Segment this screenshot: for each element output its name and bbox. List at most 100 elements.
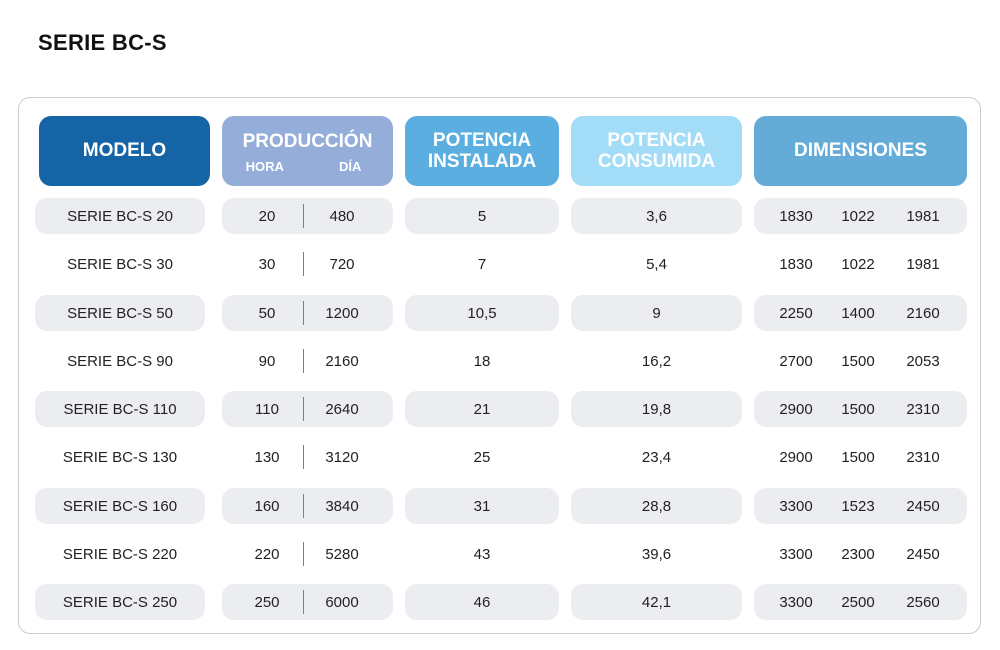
cell-produccion-hora: 20 bbox=[258, 207, 276, 225]
cell-dimension-2: 2300 bbox=[841, 545, 875, 563]
cell-modelo: SERIE BC-S 50 bbox=[35, 295, 205, 331]
table-row: SERIE BC-S 90 90 2160 18 16,2 2700 1500 2053 bbox=[0, 343, 1000, 379]
cell-potencia-instalada: 5 bbox=[405, 198, 559, 234]
cell-modelo: SERIE BC-S 30 bbox=[67, 255, 173, 273]
table-card bbox=[18, 97, 981, 634]
cell-dimension-2: 1500 bbox=[841, 400, 875, 418]
cell-potencia-instalada: 25 bbox=[473, 448, 491, 466]
cell-produccion-hora: 160 bbox=[254, 497, 280, 515]
cell-dimensiones: 2250 1400 2160 bbox=[754, 295, 967, 331]
header-potencia-instalada-line1: POTENCIA bbox=[432, 130, 532, 151]
cell-produccion-dia: 2640 bbox=[325, 400, 359, 418]
cell-modelo: SERIE BC-S 220 bbox=[62, 545, 178, 563]
cell-produccion: 20 480 bbox=[222, 198, 393, 234]
header-produccion: PRODUCCIÓN HORA DÍA bbox=[222, 116, 393, 186]
cell-potencia-instalada: 21 bbox=[405, 391, 559, 427]
cell-dimension-1: 3300 bbox=[779, 497, 813, 515]
table-row: SERIE BC-S 220 220 5280 43 39,6 3300 2300 2450 bbox=[0, 536, 1000, 572]
cell-dimension-2: 1400 bbox=[841, 304, 875, 322]
cell-produccion-dia: 480 bbox=[329, 207, 355, 225]
cell-dimension-2: 1022 bbox=[841, 255, 875, 273]
cell-produccion: 220 5280 bbox=[222, 536, 393, 572]
cell-produccion-hora: 30 bbox=[258, 255, 276, 273]
cell-potencia-consumida: 42,1 bbox=[571, 584, 742, 620]
cell-dimensiones: 2900 1500 2310 bbox=[754, 391, 967, 427]
column-divider bbox=[303, 542, 304, 566]
header-potencia-consumida: POTENCIA CONSUMIDA bbox=[571, 116, 742, 186]
cell-produccion: 130 3120 bbox=[222, 439, 393, 475]
cell-dimension-1: 2250 bbox=[779, 304, 813, 322]
cell-potencia-instalada: 18 bbox=[473, 352, 491, 370]
cell-potencia-instalada: 7 bbox=[477, 255, 487, 273]
table-row: SERIE BC-S 130 130 3120 25 23,4 2900 1500 2310 bbox=[0, 439, 1000, 475]
cell-dimension-2: 1022 bbox=[841, 207, 875, 225]
cell-dimensiones: 1830 1022 1981 bbox=[754, 198, 967, 234]
cell-produccion-dia: 1200 bbox=[325, 304, 359, 322]
cell-dimensiones: 3300 2300 2450 bbox=[754, 536, 967, 572]
cell-dimensiones: 3300 1523 2450 bbox=[754, 488, 967, 524]
cell-modelo: SERIE BC-S 20 bbox=[35, 198, 205, 234]
cell-produccion-hora: 220 bbox=[254, 545, 280, 563]
table-row: SERIE BC-S 110 110 2640 21 19,8 2900 1500 2310 bbox=[0, 391, 1000, 427]
column-divider bbox=[303, 494, 304, 518]
cell-dimension-2: 1523 bbox=[841, 497, 875, 515]
cell-modelo: SERIE BC-S 130 bbox=[62, 448, 178, 466]
header-dia: DÍA bbox=[339, 158, 362, 174]
cell-potencia-consumida: 5,4 bbox=[646, 255, 667, 273]
header-modelo: MODELO bbox=[39, 116, 210, 186]
cell-produccion-dia: 3840 bbox=[325, 497, 359, 515]
cell-produccion-hora: 250 bbox=[254, 593, 280, 611]
cell-modelo: SERIE BC-S 250 bbox=[35, 584, 205, 620]
cell-dimension-1: 3300 bbox=[779, 593, 813, 611]
cell-produccion-hora: 130 bbox=[254, 448, 280, 466]
header-potencia-consumida-line2: CONSUMIDA bbox=[597, 151, 716, 172]
column-divider bbox=[303, 301, 304, 325]
cell-potencia-instalada: 43 bbox=[473, 545, 491, 563]
cell-produccion-hora: 50 bbox=[258, 304, 276, 322]
cell-dimension-3: 1981 bbox=[906, 255, 940, 273]
header-dimensiones: DIMENSIONES bbox=[754, 116, 967, 186]
cell-produccion-dia: 2160 bbox=[325, 352, 359, 370]
cell-dimension-3: 2450 bbox=[906, 497, 940, 515]
cell-produccion: 90 2160 bbox=[222, 343, 393, 379]
cell-dimension-2: 1500 bbox=[841, 448, 875, 466]
cell-dimension-3: 2560 bbox=[906, 593, 940, 611]
cell-dimension-1: 1830 bbox=[779, 255, 813, 273]
cell-produccion-dia: 6000 bbox=[325, 593, 359, 611]
cell-potencia-consumida: 9 bbox=[571, 295, 742, 331]
cell-produccion: 110 2640 bbox=[222, 391, 393, 427]
cell-produccion: 30 720 bbox=[222, 246, 393, 282]
column-divider bbox=[303, 252, 304, 276]
cell-dimension-3: 2053 bbox=[906, 352, 940, 370]
column-divider bbox=[303, 349, 304, 373]
cell-dimension-1: 3300 bbox=[779, 545, 813, 563]
cell-potencia-instalada: 31 bbox=[405, 488, 559, 524]
column-divider bbox=[303, 445, 304, 469]
header-produccion-subs: HORA DÍA bbox=[222, 159, 393, 174]
table-row: SERIE BC-S 250 250 6000 46 42,1 3300 2500 2560 bbox=[0, 584, 1000, 620]
cell-modelo: SERIE BC-S 90 bbox=[67, 352, 173, 370]
table-row: SERIE BC-S 160 160 3840 31 28,8 3300 1523 2450 bbox=[0, 488, 1000, 524]
cell-dimension-3: 2310 bbox=[906, 400, 940, 418]
cell-dimensiones: 3300 2500 2560 bbox=[754, 584, 967, 620]
cell-produccion-hora: 90 bbox=[258, 352, 276, 370]
cell-potencia-consumida: 28,8 bbox=[571, 488, 742, 524]
cell-dimension-1: 1830 bbox=[779, 207, 813, 225]
cell-produccion: 250 6000 bbox=[222, 584, 393, 620]
column-divider bbox=[303, 397, 304, 421]
cell-produccion: 160 3840 bbox=[222, 488, 393, 524]
cell-produccion: 50 1200 bbox=[222, 295, 393, 331]
cell-dimension-3: 2450 bbox=[906, 545, 940, 563]
cell-dimensiones: 1830 1022 1981 bbox=[754, 246, 967, 282]
cell-produccion-dia: 3120 bbox=[325, 448, 359, 466]
cell-potencia-consumida: 19,8 bbox=[571, 391, 742, 427]
cell-produccion-dia: 720 bbox=[329, 255, 355, 273]
column-divider bbox=[303, 590, 304, 614]
cell-potencia-consumida: 16,2 bbox=[641, 352, 672, 370]
cell-potencia-consumida: 3,6 bbox=[571, 198, 742, 234]
cell-potencia-instalada: 10,5 bbox=[405, 295, 559, 331]
cell-potencia-instalada: 46 bbox=[405, 584, 559, 620]
cell-dimension-3: 2310 bbox=[906, 448, 940, 466]
cell-dimensiones: 2700 1500 2053 bbox=[754, 343, 967, 379]
header-potencia-consumida-line1: POTENCIA bbox=[607, 130, 706, 151]
